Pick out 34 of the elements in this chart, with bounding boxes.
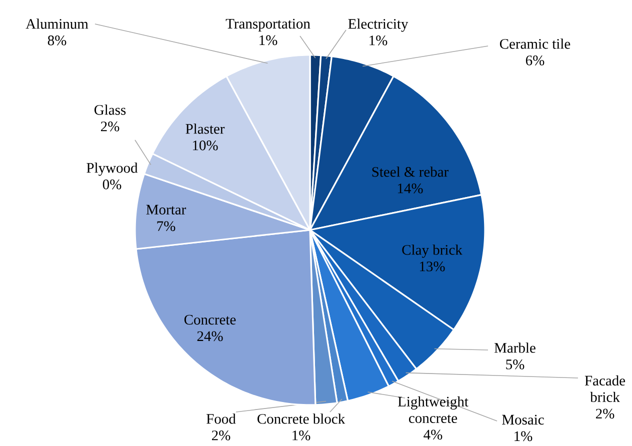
data-label: 14%	[398, 184, 423, 194]
data-label: 1%	[514, 431, 532, 442]
slice-label: Mosaic	[502, 414, 544, 425]
data-label: 24%	[197, 331, 223, 342]
slice-label: Marble	[494, 342, 536, 353]
slice-label: Lightweight concrete	[398, 396, 468, 424]
data-label: 4%	[424, 430, 442, 440]
slice-label: Facade brick	[584, 375, 626, 402]
data-label: 1%	[260, 35, 278, 46]
slice-label: Glass	[94, 104, 126, 115]
data-label: 8%	[48, 36, 66, 46]
data-label: 2%	[596, 408, 614, 419]
data-label: 2%	[212, 430, 230, 440]
slice-label: Clay brick	[402, 244, 462, 258]
data-label: 10%	[192, 140, 218, 150]
data-label: 13%	[420, 262, 445, 272]
slice-label: Ceramic tile	[500, 38, 570, 49]
legend-label: Plywood	[86, 162, 138, 176]
data-label: 5%	[506, 360, 524, 370]
data-label: 1%	[370, 36, 388, 46]
slice-label: Mortar	[146, 204, 186, 215]
data-label: 2%	[100, 122, 120, 132]
data-label: 7%	[157, 221, 176, 232]
text: 0%	[102, 180, 122, 190]
slice-label: Aluminum	[26, 18, 88, 29]
slice-label: Concrete block	[258, 414, 346, 424]
data-label: 6%	[526, 56, 544, 66]
slice-label: Transportation	[226, 18, 310, 32]
data-label: 1%	[292, 430, 310, 440]
slice-label: Steel & rebar	[372, 166, 449, 177]
slice-label: Electricity	[348, 18, 408, 32]
slice-label: Plaster	[186, 124, 225, 134]
slice-label: Food	[206, 414, 236, 424]
slice-label: Concrete	[184, 314, 236, 325]
